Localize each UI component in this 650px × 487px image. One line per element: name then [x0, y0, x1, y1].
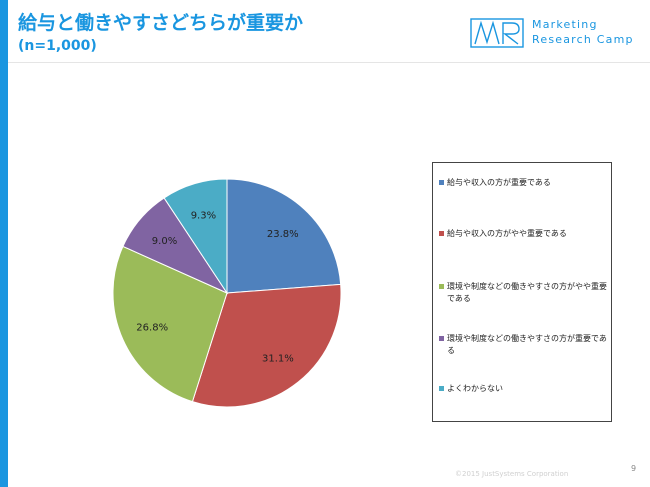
- chart-legend: 給与や収入の方が重要である 給与や収入の方がやや重要である 環境や制度などの働き…: [432, 162, 612, 422]
- legend-label: よくわからない: [447, 384, 503, 393]
- pie-slice: [163, 178, 228, 295]
- slice-label: 31.1%: [262, 353, 294, 364]
- page-number: 9: [631, 464, 637, 473]
- legend-swatch: [439, 336, 444, 341]
- legend-label: 給与や収入の方がやや重要である: [447, 229, 567, 238]
- legend-swatch: [439, 180, 444, 185]
- slice-label: 26.8%: [136, 323, 168, 334]
- mr-logo-icon: [470, 18, 524, 48]
- brand-logo: Marketing Research Camp: [470, 16, 640, 50]
- legend-item: 環境や制度などの働きやすさの方がやや重要である: [439, 281, 609, 305]
- copyright: ©2015 JustSystems Corporation: [455, 470, 569, 478]
- legend-label: 環境や制度などの働きやすさの方がやや重要である: [447, 282, 607, 303]
- legend-swatch: [439, 284, 444, 289]
- legend-label: 給与や収入の方が重要である: [447, 178, 551, 187]
- slice-label: 9.3%: [191, 211, 216, 222]
- legend-item: よくわからない: [439, 383, 609, 395]
- legend-swatch: [439, 231, 444, 236]
- legend-item: 給与や収入の方がやや重要である: [439, 228, 609, 240]
- pie-slice: [226, 178, 342, 294]
- header-divider: [8, 62, 650, 63]
- legend-label: 環境や制度などの働きやすさの方が重要である: [447, 334, 607, 355]
- slice-label: 9.0%: [152, 236, 177, 247]
- pie-slice: [112, 245, 228, 403]
- legend-item: 給与や収入の方が重要である: [439, 177, 609, 189]
- accent-bar: [0, 0, 8, 487]
- logo-text-line2: Research Camp: [532, 33, 634, 46]
- legend-swatch: [439, 386, 444, 391]
- logo-text-line1: Marketing: [532, 18, 598, 31]
- slice-label: 23.8%: [267, 229, 299, 240]
- pie-slice: [191, 283, 342, 408]
- legend-item: 環境や制度などの働きやすさの方が重要である: [439, 333, 609, 357]
- sample-size: (n=1,000): [18, 38, 97, 54]
- page-title: 給与と働きやすさどちらが重要か: [18, 12, 304, 34]
